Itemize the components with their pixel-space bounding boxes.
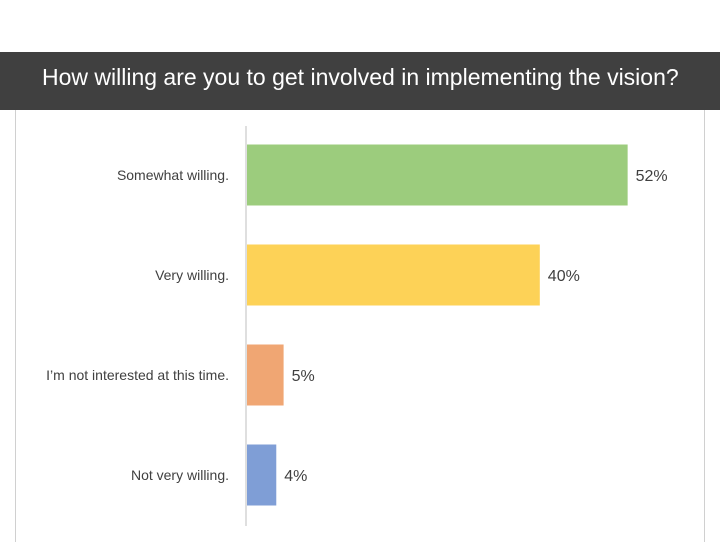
chart-frame xyxy=(15,110,705,542)
value-label-3: 5% xyxy=(292,368,315,385)
value-label-2: 40% xyxy=(548,268,580,285)
category-label-1: Somewhat willing. xyxy=(117,167,229,183)
bar-2 xyxy=(247,244,540,306)
value-label-4: 4% xyxy=(284,468,307,485)
bar-4 xyxy=(247,444,277,506)
bar-3 xyxy=(247,344,284,406)
value-label-1: 52% xyxy=(636,168,668,185)
category-label-3: I’m not interested at this time. xyxy=(46,367,229,383)
bar-1 xyxy=(247,144,628,206)
category-label-4: Not very willing. xyxy=(131,467,229,483)
title-bar: How willing are you to get involved in i… xyxy=(0,52,720,110)
category-label-2: Very willing. xyxy=(155,267,229,283)
chart-title: How willing are you to get involved in i… xyxy=(42,64,679,90)
